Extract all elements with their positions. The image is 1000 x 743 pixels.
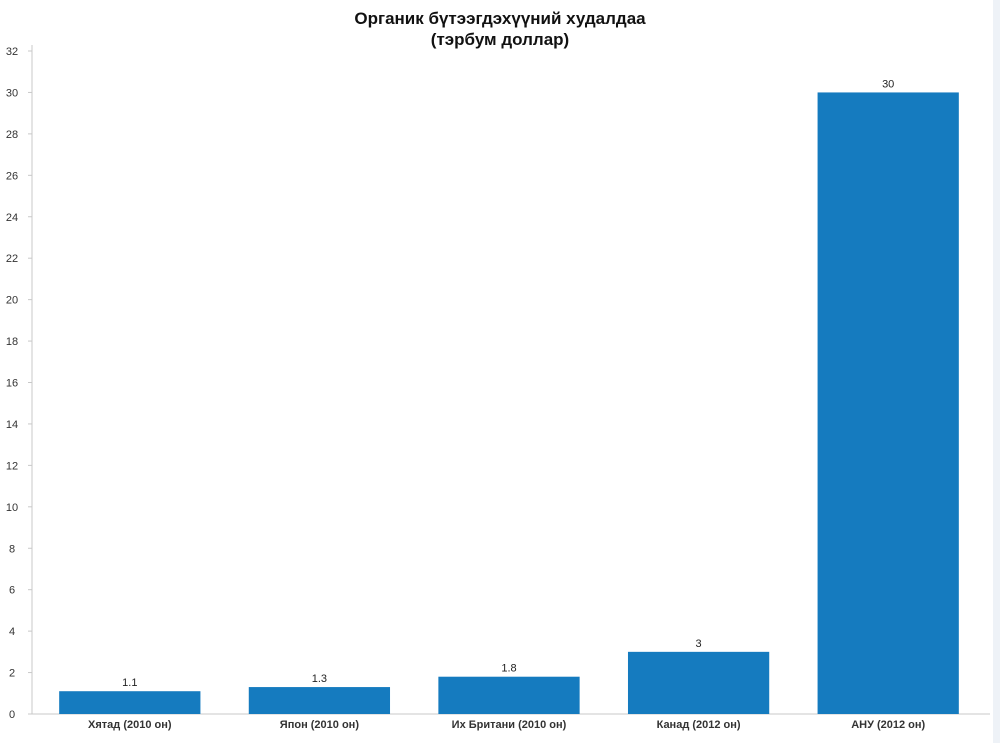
bar-value-label: 1.3 bbox=[312, 673, 327, 685]
chart-title: Органик бүтээгдэхүүний худалдаа (тэрбум … bbox=[0, 8, 1000, 50]
y-tick-label: 22 bbox=[6, 253, 18, 265]
bar bbox=[248, 687, 391, 714]
right-edge-strip bbox=[993, 0, 1000, 743]
bar-value-label: 30 bbox=[882, 78, 894, 90]
category-label: Их Британи (2010 он) bbox=[452, 719, 567, 731]
y-tick-label: 16 bbox=[6, 378, 18, 390]
y-tick-label: 4 bbox=[9, 626, 15, 638]
y-tick-label: 32 bbox=[6, 46, 18, 58]
chart-subtitle-text: (тэрбум доллар) bbox=[430, 30, 570, 49]
y-tick-label: 28 bbox=[6, 129, 18, 141]
bar bbox=[59, 691, 201, 714]
category-label: Хятад (2010 он) bbox=[88, 719, 172, 731]
category-label: Канад (2012 он) bbox=[657, 719, 741, 731]
y-tick-label: 0 bbox=[9, 709, 15, 721]
bar-value-label: 1.8 bbox=[501, 663, 516, 675]
bar-value-label: 1.1 bbox=[122, 677, 137, 689]
y-tick-label: 10 bbox=[6, 502, 18, 514]
category-label: АНУ (2012 он) bbox=[851, 719, 925, 731]
y-tick-label: 2 bbox=[9, 668, 15, 680]
y-tick-label: 20 bbox=[6, 295, 18, 307]
y-tick-label: 14 bbox=[6, 419, 18, 431]
y-tick-label: 24 bbox=[6, 212, 18, 224]
y-tick-label: 8 bbox=[9, 543, 15, 555]
bar bbox=[817, 92, 959, 714]
category-label: Япон (2010 он) bbox=[280, 719, 360, 731]
bar bbox=[438, 676, 580, 714]
y-tick-label: 6 bbox=[9, 585, 15, 597]
y-tick-label: 30 bbox=[6, 87, 18, 99]
y-tick-label: 26 bbox=[6, 170, 18, 182]
bar bbox=[627, 651, 770, 714]
chart-title-text: Органик бүтээгдэхүүний худалдаа bbox=[354, 9, 646, 28]
y-tick-label: 18 bbox=[6, 336, 18, 348]
y-tick-label: 12 bbox=[6, 460, 18, 472]
bar-value-label: 3 bbox=[696, 638, 702, 650]
